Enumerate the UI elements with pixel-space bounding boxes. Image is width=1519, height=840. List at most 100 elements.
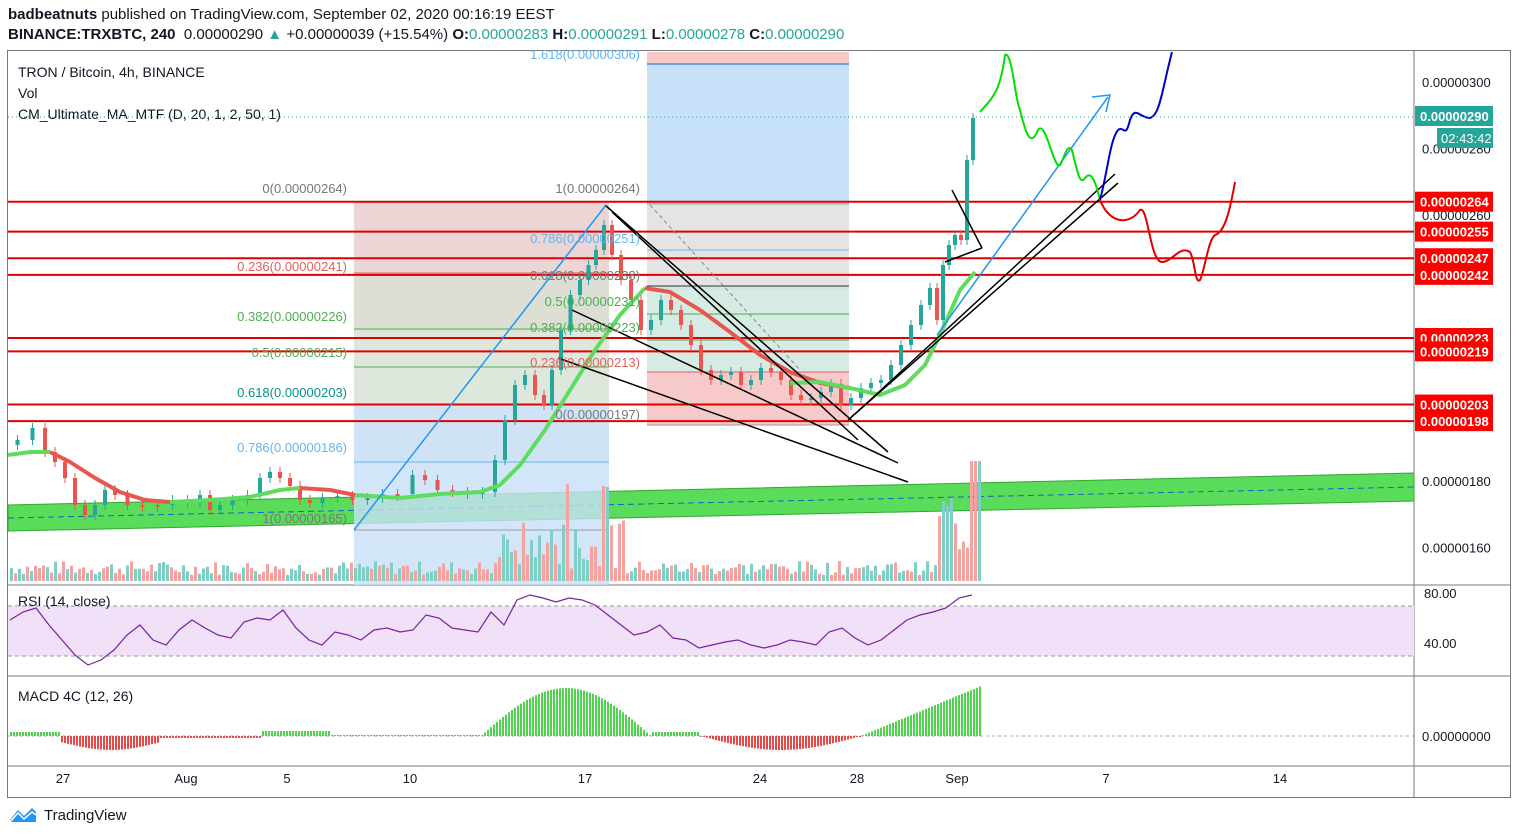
macd-bar: [751, 736, 753, 748]
candle-body: [629, 280, 633, 300]
macd-bar: [502, 717, 504, 736]
volume-bar: [834, 572, 837, 581]
macd-bar: [553, 689, 555, 736]
macd-bar: [766, 736, 768, 750]
price-tick-3: 0.00000180: [1422, 474, 1491, 489]
fib-left-label-0: 0(0.00000264): [262, 181, 347, 196]
macd-bar: [544, 691, 546, 736]
candle-body: [258, 478, 262, 495]
candle-body: [93, 505, 97, 515]
candle-body: [435, 480, 440, 490]
macd-bar: [508, 712, 510, 736]
macd-bar: [595, 695, 597, 736]
candle-body: [594, 250, 598, 265]
macd-bar: [841, 736, 843, 742]
macd-bar: [802, 736, 804, 749]
open-value: 0.00000283: [468, 26, 549, 43]
volume-bar: [26, 566, 29, 581]
level-tag-6: [1415, 394, 1493, 415]
volume-bar: [54, 561, 57, 581]
volume-bar: [414, 570, 417, 581]
open-label: O:: [452, 26, 469, 43]
macd-bar: [730, 736, 732, 744]
macd-bar: [688, 732, 690, 736]
volume-bar: [534, 557, 537, 581]
candle-body: [769, 368, 773, 372]
tradingview-brand[interactable]: TradingView: [44, 806, 127, 824]
macd-bar: [487, 729, 489, 736]
volume-bar: [426, 572, 429, 581]
macd-bar: [316, 731, 318, 736]
macd-bar: [157, 736, 159, 743]
macd-bar: [121, 736, 123, 750]
volume-bar: [182, 565, 185, 581]
macd-bar: [22, 732, 24, 736]
volume-bar: [802, 571, 805, 581]
volume-bar: [486, 569, 489, 581]
macd-bar: [958, 695, 960, 736]
macd-bar: [337, 735, 339, 736]
volume-bar: [902, 570, 905, 581]
macd-bar: [646, 732, 648, 736]
macd-bar: [676, 732, 678, 736]
macd-bar: [37, 732, 39, 736]
volume-bar: [942, 500, 945, 581]
macd-bar: [955, 696, 957, 736]
volume-bar: [174, 570, 177, 581]
tradingview-logo-icon[interactable]: [8, 806, 38, 824]
macd-bar: [208, 736, 210, 738]
fib-right-red-top: [647, 52, 849, 64]
macd-bar: [961, 693, 963, 736]
macd-bar: [430, 735, 432, 736]
macd-bar: [745, 736, 747, 747]
macd-bar: [142, 736, 144, 747]
macd-bar: [367, 735, 369, 736]
volume-bar: [566, 483, 569, 581]
macd-bar: [484, 732, 486, 736]
macd-bar: [847, 736, 849, 740]
ma-line-green-1: [7, 450, 50, 457]
projection-green: [979, 53, 1101, 201]
volume-bar: [122, 574, 125, 581]
volume-bar: [382, 564, 385, 581]
volume-bar: [18, 568, 21, 581]
candle-body: [839, 384, 843, 405]
volume-bar: [930, 572, 933, 581]
time-tick-3: 10: [403, 771, 417, 786]
chart-frame: [7, 50, 1511, 798]
volume-bar: [958, 549, 961, 581]
author-name[interactable]: badbeatnuts: [8, 6, 98, 23]
macd-bar: [913, 713, 915, 736]
macd-bar: [397, 735, 399, 736]
macd-bar: [70, 736, 72, 745]
macd-bar: [808, 736, 810, 748]
ma-line-green-4: [789, 270, 977, 398]
volume-bar: [898, 572, 901, 581]
volume-bar: [946, 506, 949, 581]
fib-right-label-3: 0.618(0.00000238): [530, 268, 640, 283]
candle-body: [849, 398, 853, 405]
chart-title: TRON / Bitcoin, 4h, BINANCE: [18, 64, 205, 80]
macd-bar: [574, 688, 576, 736]
volume-bar: [238, 573, 241, 581]
volume-bar: [546, 542, 549, 581]
volume-bar: [418, 561, 421, 581]
time-tick-7: Sep: [945, 771, 968, 786]
macd-bar: [82, 736, 84, 748]
candle-body: [320, 498, 325, 503]
close-label: C:: [749, 26, 766, 43]
macd-bar: [235, 736, 237, 738]
volume-bar: [970, 461, 973, 581]
macd-bar: [520, 703, 522, 736]
volume-bar: [310, 573, 313, 581]
macd-bar: [850, 736, 852, 739]
volume-bar: [434, 570, 437, 581]
volume-bar: [730, 568, 733, 581]
macd-bar: [457, 735, 459, 736]
macd-bar: [844, 736, 846, 741]
volume-bar: [374, 561, 377, 581]
high-label: H:: [552, 26, 569, 43]
macd-bar: [700, 736, 702, 737]
candle-body: [103, 490, 107, 505]
